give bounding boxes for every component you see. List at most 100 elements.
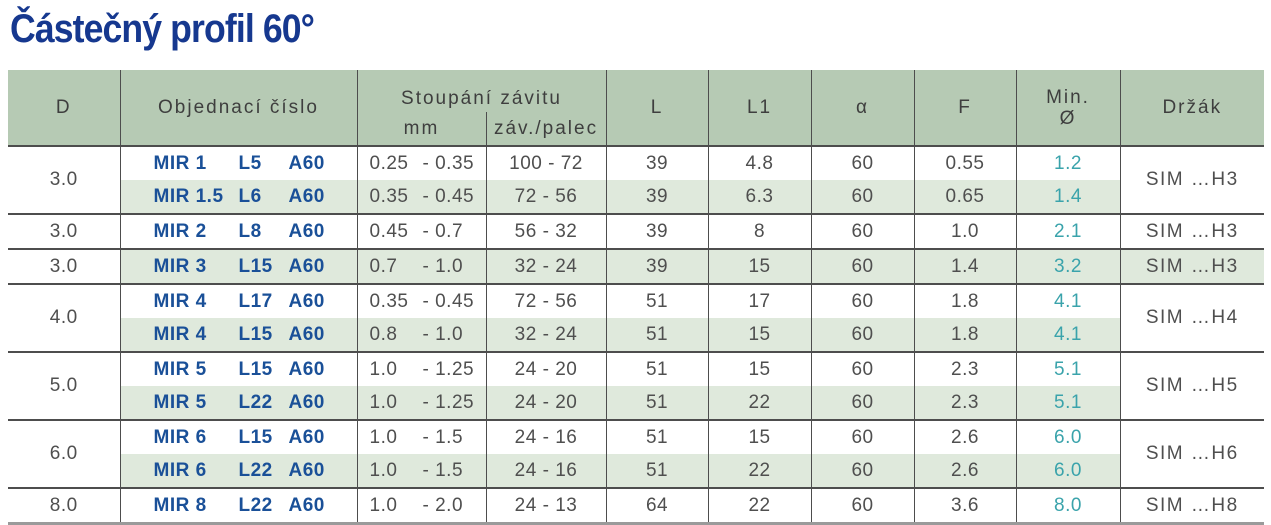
cell-diameter: 8.0 [8,487,120,525]
cell-diameter: 3.0 [8,146,120,214]
cell-alpha: 60 [810,351,915,386]
cell-order-number: MIR 5 L15 A60 [119,351,357,386]
cell-f: 1.8 [913,318,1017,352]
cell-f: 1.4 [913,248,1017,284]
cell-f: 2.6 [913,454,1017,488]
pitch-mm-part: - 1.25 [422,358,475,380]
cell-min-diameter: 6.0 [1015,419,1121,454]
cell-alpha: 60 [810,146,915,180]
cell-alpha: 60 [810,213,915,249]
cell-min-diameter: 8.0 [1015,487,1121,525]
order-number-part: A60 [288,220,325,242]
cell-pitch-mm: 0.35 - 0.45 [356,283,486,318]
cell-f: 2.3 [913,351,1017,386]
pitch-mm-part: 1.0 [369,459,398,481]
order-number-part: L22 [238,459,273,481]
cell-l1: 15 [707,351,812,386]
cell-order-number: MIR 6 L15 A60 [119,419,357,454]
cell-pitch-mm: 0.7 - 1.0 [356,248,486,284]
cell-diameter: 5.0 [8,351,120,420]
cell-l: 39 [605,180,709,214]
cell-pitch-tpi: 100 - 72 [485,146,607,180]
table-row: 5.0 MIR 5 L15 A60 1.0- 1.25 24 - 20 51 15 60 2.3 5… [8,351,1265,420]
cell-pitch-mm: 0.8 - 1.0 [356,318,486,352]
cell-pitch-tpi: 24 - 20 [485,386,607,420]
order-number-part: MIR 6 [153,426,207,448]
col-header-order-number: Objednací číslo [119,70,357,147]
cell-min-diameter: 6.0 [1015,454,1121,488]
order-number-part: A60 [288,426,325,448]
order-number-part: A60 [288,391,325,413]
table-row: MIR 1.5 L6 A60 0.35 - 0.45 72 - 56 39 6.3 60 0.65… [8,180,1264,214]
cell-pitch-mm: 1.0 - 1.25 [356,351,486,386]
order-number-part: A60 [288,494,325,516]
cell-min-diameter: 1.4 [1015,180,1121,214]
catalog-table: D Objednací číslo Stoupání závitu L L1 α… [8,70,1265,525]
cell-pitch-tpi: 32 - 24 [485,248,607,284]
pitch-mm-part: - 1.0 [422,255,464,277]
col-header-pitch-mm: mm [356,112,486,147]
table-body: 3.0 MIR 1 L5 A60 0.25- 0.35 100 - 72 39 4.8 60 0.… [8,146,1265,525]
pitch-mm-part: - 1.5 [422,426,464,448]
cell-diameter: 4.0 [8,283,120,352]
cell-l1: 15 [707,318,812,352]
cell-min-diameter: 5.1 [1015,351,1121,386]
order-number-part: MIR 6 [153,459,207,481]
cell-l1: 15 [707,248,812,284]
cell-holder: SIM …H6 [1119,419,1265,488]
header-row-1: D Objednací číslo Stoupání závitu L L1 α… [8,70,1265,147]
cell-l1: 17 [707,283,812,318]
order-number-part: MIR 2 [153,220,207,242]
cell-l1: 8 [707,213,812,249]
table-row: MIR 5 L22 A60 1.0 - 1.25 24 - 20 51 22 60 2.3 5.1 [8,386,1264,420]
cell-alpha: 60 [810,180,915,214]
order-number-part: A60 [288,290,325,312]
order-number-part: L15 [238,255,273,277]
table-row: MIR 4 L15 A60 0.8 - 1.0 32 - 24 51 15 60 1.8 4.1 [8,318,1264,352]
cell-holder: SIM …H4 [1119,283,1265,352]
cell-l: 39 [605,146,709,180]
order-number-part: MIR 5 [153,358,207,380]
order-number-part: L17 [238,290,273,312]
table-row: 3.0 MIR 3 L15 A60 0.7 - 1.0 32 - 24 39 15 60 1.4 3.… [8,248,1265,284]
cell-pitch-mm: 0.45 - 0.7 [356,213,486,249]
cell-alpha: 60 [810,419,915,454]
cell-pitch-tpi: 72 - 56 [485,283,607,318]
cell-pitch-mm: 0.25 - 0.35 [356,146,486,180]
cell-order-number: MIR 4 L15 A60 [119,318,357,352]
cell-order-number: MIR 8 L22 A60 [119,487,357,525]
cell-l: 51 [605,419,709,454]
cell-alpha: 60 [810,487,915,525]
order-number-part: A60 [288,459,325,481]
table-row: 3.0 MIR 1 L5 A60 0.25- 0.35 100 - 72 39 4.8 60 0.… [8,146,1265,214]
cell-pitch-tpi: 56 - 32 [485,213,607,249]
pitch-mm-part: 0.35 [369,185,409,207]
cell-holder: SIM …H8 [1119,487,1265,525]
col-header-thread-pitch: Stoupání závitu [356,70,607,112]
cell-l1: 6.3 [707,180,812,214]
cell-order-number: MIR 5 L22 A60 [119,386,357,420]
order-number-part: MIR 4 [153,290,207,312]
col-header-f: F [913,70,1017,147]
cell-pitch-tpi: 24 - 16 [485,419,607,454]
cell-min-diameter: 5.1 [1015,386,1121,420]
cell-pitch-tpi: 24 - 16 [485,454,607,488]
cell-alpha: 60 [810,248,915,284]
order-number-part: L15 [238,426,273,448]
pitch-mm-part: 1.0 [369,358,398,380]
pitch-mm-part: 1.0 [369,494,398,516]
pitch-mm-part: - 0.35 [422,152,475,174]
cell-order-number: MIR 3 L15 A60 [119,248,357,284]
cell-l1: 15 [707,419,812,454]
order-number-part: L8 [238,220,262,242]
order-number-part: MIR 4 [153,323,207,345]
cell-l: 39 [605,248,709,284]
order-number-part: L6 [238,185,262,207]
col-header-holder: Držák [1119,70,1265,147]
pitch-mm-part: 0.35 [369,290,409,312]
cell-min-diameter: 2.1 [1015,213,1121,249]
order-number-part: MIR 1 [153,152,207,174]
order-number-part: L15 [238,323,273,345]
cell-min-diameter: 3.2 [1015,248,1121,284]
pitch-mm-part: - 2.0 [422,494,464,516]
